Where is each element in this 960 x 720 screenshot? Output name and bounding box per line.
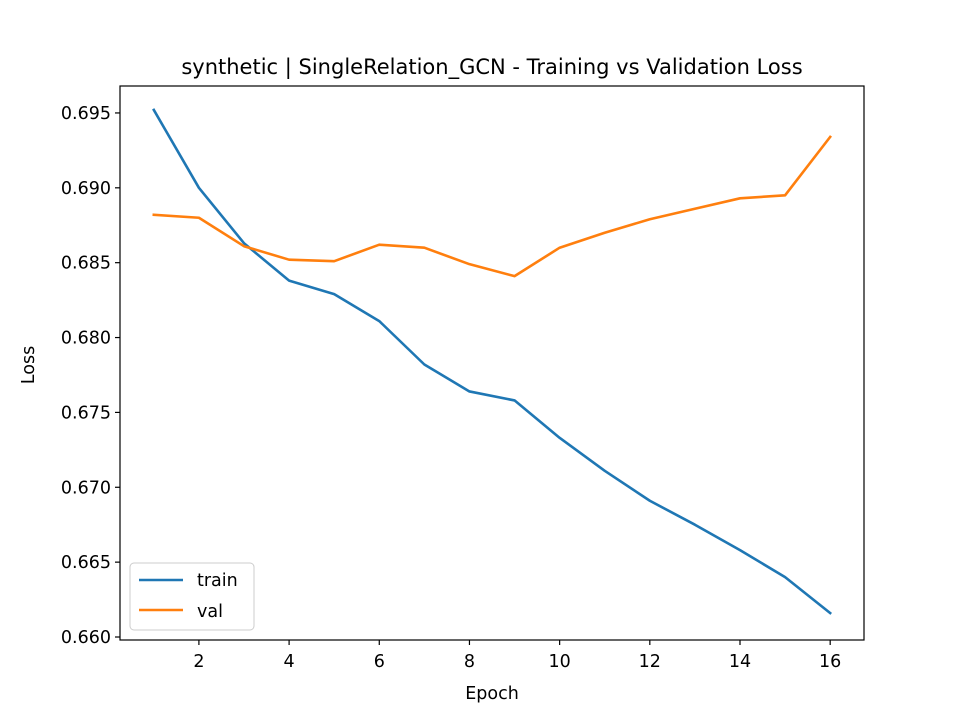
legend: train val — [129, 562, 255, 631]
x-tick-label: 6 — [374, 652, 385, 672]
legend-label-train: train — [197, 571, 238, 591]
x-tick-label: 8 — [464, 652, 475, 672]
x-tick-label: 2 — [193, 652, 204, 672]
series-line-train — [152, 108, 833, 615]
x-axis-ticks: 2 4 6 8 10 12 14 16 — [193, 640, 841, 672]
y-tick-label: 0.680 — [61, 329, 111, 349]
y-tick-label: 0.695 — [61, 104, 111, 124]
legend-label-val: val — [197, 602, 223, 622]
series-line-val — [152, 135, 833, 278]
y-axis-ticks: 0.660 0.665 0.670 0.675 0.680 0.685 0.690 0.695 — [61, 104, 120, 648]
x-tick-label: 12 — [639, 652, 661, 672]
chart-title: synthetic | SingleRelation_GCN - Trainin… — [181, 55, 802, 80]
y-tick-label: 0.665 — [61, 553, 111, 573]
y-tick-label: 0.685 — [61, 254, 111, 274]
y-tick-label: 0.675 — [61, 403, 111, 423]
x-tick-label: 16 — [819, 652, 841, 672]
y-tick-label: 0.670 — [61, 478, 111, 498]
x-axis-label: Epoch — [465, 684, 519, 704]
series-layer — [152, 108, 833, 615]
x-tick-label: 10 — [548, 652, 570, 672]
x-tick-label: 14 — [729, 652, 751, 672]
x-tick-label: 4 — [284, 652, 295, 672]
y-tick-label: 0.660 — [61, 628, 111, 648]
y-axis-label: Loss — [19, 346, 39, 384]
plot-frame — [119, 85, 865, 641]
y-tick-label: 0.690 — [61, 179, 111, 199]
